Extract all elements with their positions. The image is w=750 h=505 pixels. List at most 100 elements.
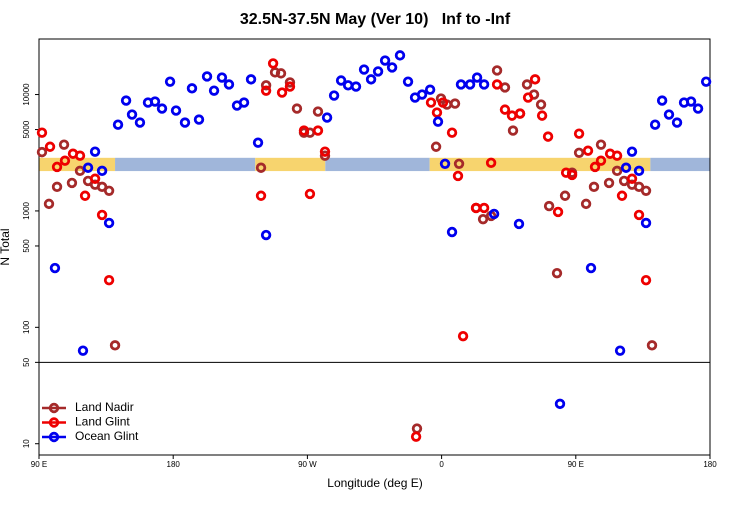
data-point [616, 190, 628, 201]
x-tick-label: 90 E [31, 460, 47, 469]
data-point [103, 217, 115, 229]
data-point [77, 345, 89, 356]
data-point [453, 158, 465, 170]
data-point [449, 98, 461, 109]
surface-band [650, 157, 710, 172]
data-point [491, 79, 503, 90]
data-point [372, 66, 384, 77]
data-point [255, 162, 267, 173]
data-point [269, 67, 281, 78]
data-point [379, 55, 391, 66]
data-point [216, 72, 228, 83]
data-point [595, 139, 607, 150]
data-point [522, 92, 534, 103]
data-point [507, 125, 519, 136]
data-point [471, 72, 483, 83]
data-point [36, 146, 48, 158]
data-point [692, 103, 704, 114]
data-point [51, 161, 63, 173]
surface-band [325, 157, 430, 172]
data-point [321, 112, 333, 123]
y-tick-label: 1000 [22, 201, 31, 219]
data-point [589, 161, 601, 173]
data-point [671, 117, 683, 128]
data-point [620, 162, 632, 173]
data-point [79, 190, 91, 201]
data-point [485, 157, 497, 169]
data-point [260, 229, 272, 241]
data-point [499, 104, 511, 115]
legend-marker [48, 402, 60, 414]
data-point [614, 345, 626, 356]
surface-band [255, 157, 326, 172]
data-point [543, 200, 555, 212]
data-point [350, 81, 362, 92]
data-point [439, 158, 451, 170]
data-point [103, 275, 115, 286]
data-point [96, 209, 108, 221]
data-point [431, 107, 443, 118]
data-point [633, 209, 645, 221]
data-point [551, 267, 563, 279]
data-point [424, 84, 436, 95]
data-point [455, 79, 467, 90]
y-tick-label: 50 [22, 357, 31, 366]
data-point [410, 431, 422, 442]
chart-title: 32.5N-37.5N May (Ver 10) Inf to -Inf [240, 11, 511, 28]
data-point [580, 198, 592, 210]
data-point [513, 218, 525, 230]
data-point [430, 141, 442, 152]
data-point [74, 150, 86, 161]
data-point [149, 96, 161, 107]
data-point [535, 99, 547, 110]
data-point [437, 97, 449, 108]
data-point [319, 150, 331, 161]
data-point [74, 165, 86, 177]
data-point [120, 95, 132, 106]
data-point [457, 330, 469, 342]
data-point [656, 95, 668, 106]
data-point [559, 190, 571, 201]
y-tick-label: 500 [22, 239, 31, 253]
data-point [514, 108, 526, 119]
data-point [626, 173, 638, 184]
data-point [640, 217, 652, 229]
data-point [478, 79, 490, 90]
data-point [685, 96, 697, 107]
data-point [663, 109, 675, 120]
data-point [260, 80, 272, 91]
data-point [633, 165, 645, 177]
data-point [491, 65, 503, 76]
data-point [96, 165, 108, 177]
data-point [603, 177, 615, 189]
data-point [304, 188, 316, 200]
data-point [358, 64, 370, 75]
x-tick-label: 0 [439, 460, 444, 469]
data-point [582, 145, 594, 156]
data-point [298, 125, 310, 136]
x-tick-label: 180 [167, 460, 181, 469]
data-point [255, 190, 267, 201]
data-point [477, 213, 489, 225]
data-point [275, 68, 287, 79]
data-point [134, 117, 146, 128]
data-point [478, 202, 490, 214]
data-point [170, 105, 182, 116]
data-point [566, 169, 578, 181]
data-point [252, 137, 264, 148]
y-tick-label: 100 [22, 320, 31, 334]
data-point [536, 110, 548, 121]
legend-label: Ocean Glint [75, 429, 139, 443]
data-point [89, 146, 101, 157]
y-tick-label: 10000 [22, 83, 31, 106]
data-point [640, 275, 652, 286]
data-point [611, 150, 623, 161]
data-point [554, 398, 566, 410]
data-point [112, 119, 124, 130]
data-point [365, 74, 377, 85]
data-point [521, 79, 533, 90]
data-point [335, 75, 347, 86]
data-point [700, 76, 712, 87]
data-point [164, 76, 176, 87]
